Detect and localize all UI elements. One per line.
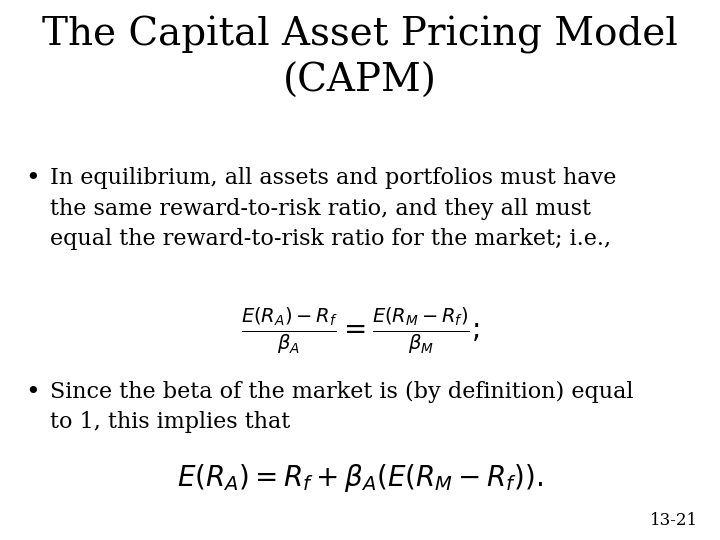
Text: $E(R_A) = R_f + \beta_A \left(E(R_M - R_f)\right).$: $E(R_A) = R_f + \beta_A \left(E(R_M - R_…: [177, 462, 543, 494]
Text: $\frac{E(R_A)-R_f}{\beta_A} = \frac{E(R_M - R_f)}{\beta_M};$: $\frac{E(R_A)-R_f}{\beta_A} = \frac{E(R_…: [240, 305, 480, 356]
Text: •: •: [25, 381, 40, 404]
Text: In equilibrium, all assets and portfolios must have
the same reward-to-risk rati: In equilibrium, all assets and portfolio…: [50, 167, 617, 251]
Text: The Capital Asset Pricing Model
(CAPM): The Capital Asset Pricing Model (CAPM): [42, 16, 678, 100]
Text: Since the beta of the market is (by definition) equal
to 1, this implies that: Since the beta of the market is (by defi…: [50, 381, 634, 433]
Text: •: •: [25, 167, 40, 191]
Text: 13-21: 13-21: [650, 512, 698, 529]
